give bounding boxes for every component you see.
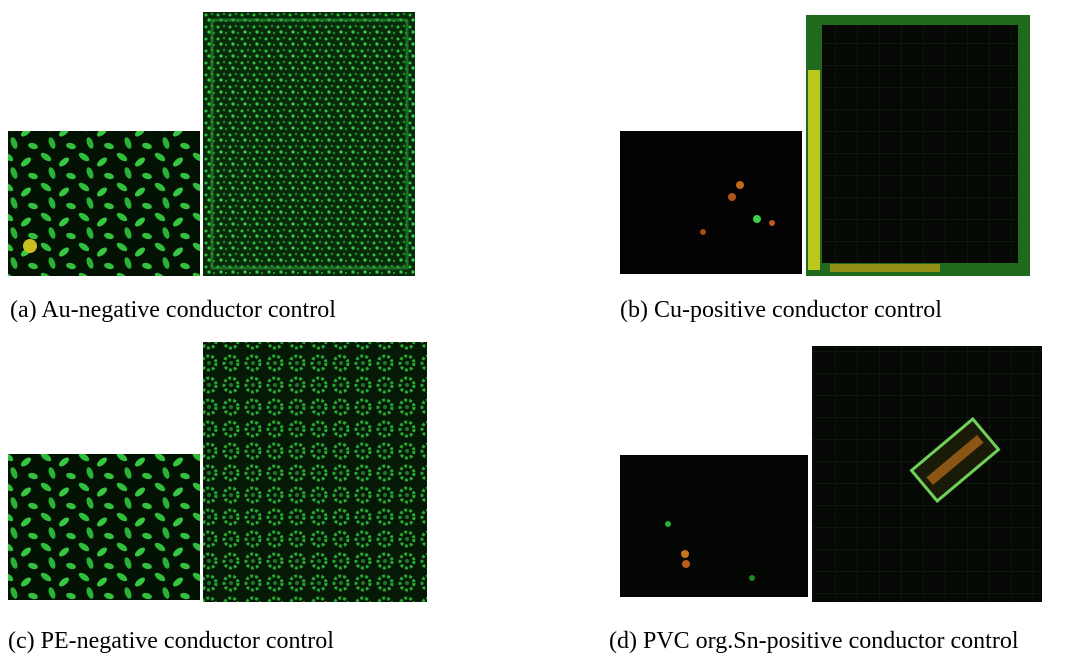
panel-a: (a) Au-negative conductor control <box>8 12 415 323</box>
micrograph <box>620 455 808 597</box>
cell-spot <box>23 239 37 253</box>
cell-spot <box>681 550 689 558</box>
micrograph <box>8 454 200 600</box>
caption: (c) PE-negative conductor control <box>8 628 334 653</box>
cell-spot <box>728 193 736 201</box>
micrograph <box>620 131 802 274</box>
caption: (d) PVC org.Sn-positive conductor contro… <box>609 628 1019 653</box>
micrograph <box>203 342 427 602</box>
panel-c: (c) PE-negative conductor control <box>8 342 427 653</box>
edge-glow <box>808 70 820 270</box>
page: {"figure": {"panels": [ {"caption": "(a)… <box>0 0 1076 653</box>
edge-glow <box>830 264 940 272</box>
micrograph <box>203 12 415 276</box>
micrograph <box>8 131 200 276</box>
cell-spot <box>753 215 761 223</box>
panel-b: (b) Cu-positive conductor control <box>620 15 1030 323</box>
caption: (a) Au-negative conductor control <box>10 297 336 323</box>
chip <box>822 25 1018 263</box>
cell-spot <box>700 229 706 235</box>
panel-d: (d) PVC org.Sn-positive conductor contro… <box>609 346 1042 653</box>
figure: (a) Au-negative conductor control (b) Cu… <box>0 0 1076 653</box>
cell-spot <box>665 521 671 527</box>
caption: (b) Cu-positive conductor control <box>620 297 942 323</box>
cell-spot <box>749 575 755 581</box>
cell-spot <box>682 560 690 568</box>
cell-spot <box>736 181 744 189</box>
cell-spot <box>769 220 775 226</box>
